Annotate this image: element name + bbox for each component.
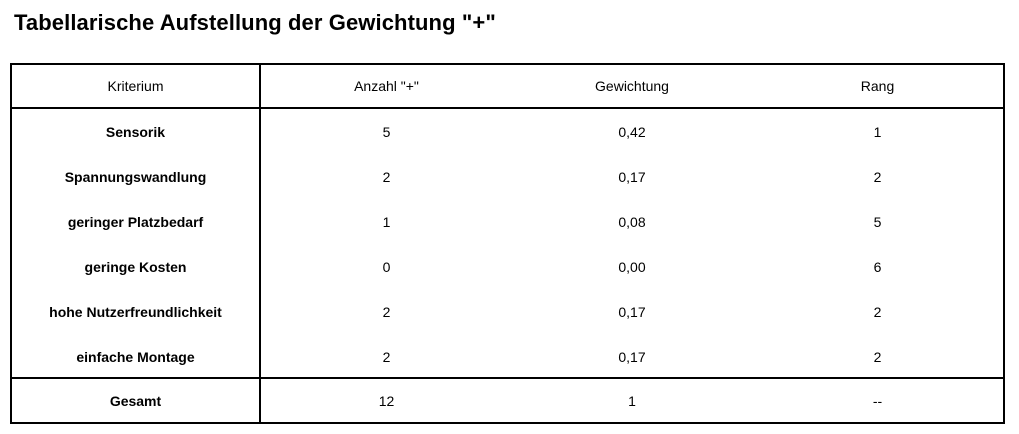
table-cell: 2 <box>382 168 391 185</box>
table-header-cell: Gewichtung <box>595 78 669 94</box>
total-cell: 12 <box>378 392 395 409</box>
header-divider <box>12 107 1003 109</box>
table-cell: 0,42 <box>618 123 646 140</box>
criterion-cell: Spannungswandlung <box>64 168 207 185</box>
table-cell: 2 <box>382 348 391 365</box>
table-cell: 2 <box>873 168 882 185</box>
table-cell: 6 <box>873 258 882 275</box>
criterion-cell: geringer Platzbedarf <box>67 213 204 230</box>
table-cell: 0,17 <box>618 303 646 320</box>
table-cell: 0,08 <box>618 213 646 230</box>
column-divider <box>259 65 261 422</box>
table-cell: 5 <box>382 123 391 140</box>
total-cell: 1 <box>628 392 636 409</box>
table-header-cell: Kriterium <box>107 78 164 94</box>
criterion-cell: geringe Kosten <box>84 258 187 275</box>
total-divider <box>12 377 1003 379</box>
table-cell: 2 <box>382 303 391 320</box>
table-cell: 2 <box>873 348 882 365</box>
table-cell: 5 <box>873 213 882 230</box>
table-header-cell: Rang <box>860 78 895 94</box>
table-cell: 0,00 <box>618 258 646 275</box>
page-title: Tabellarische Aufstellung der Gewichtung… <box>14 10 496 35</box>
table-header-cell: Anzahl "+" <box>354 78 419 94</box>
table-cell: 1 <box>382 213 391 230</box>
table-cell: 0,17 <box>618 348 646 365</box>
criterion-cell: einfache Montage <box>76 348 195 365</box>
criterion-cell: hohe Nutzerfreundlichkeit <box>49 303 222 320</box>
weighting-table: Kriterium Anzahl "+" Gewichtung Rang Sensori… <box>10 63 1005 424</box>
total-label-cell: Gesamt <box>109 392 162 409</box>
table-cell: 1 <box>873 123 882 140</box>
table-cell: 0,17 <box>618 168 646 185</box>
table-cell: 2 <box>873 303 882 320</box>
table-cell: 0 <box>382 258 391 275</box>
criterion-cell: Sensorik <box>105 123 166 140</box>
total-cell: -- <box>872 392 883 409</box>
